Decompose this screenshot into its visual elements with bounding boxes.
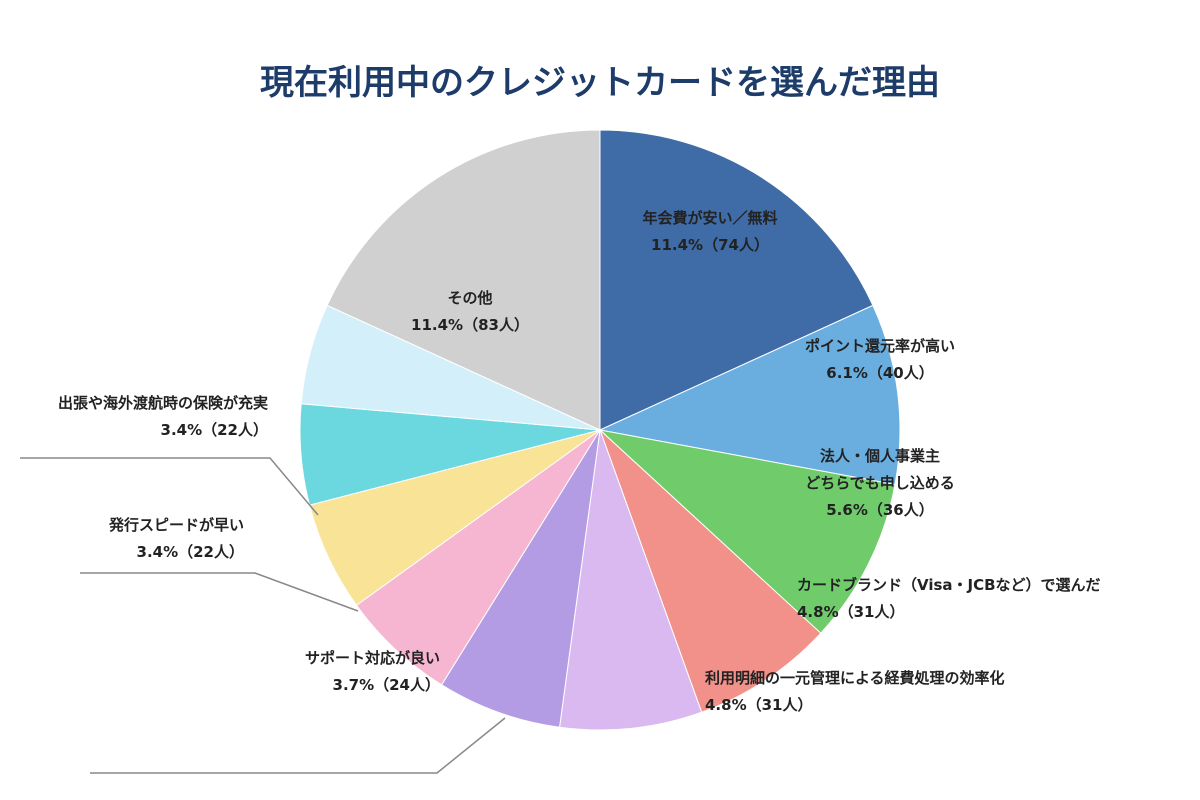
value-label: 3.4%（22人） [136, 543, 244, 561]
pie-slice [599, 129, 874, 431]
pie-slice [355, 429, 601, 686]
chart-title: 現在利用中のクレジットカードを選んだ理由 [260, 63, 940, 103]
pie-slice [598, 304, 901, 486]
pie-slice [599, 429, 822, 713]
leader-line [90, 717, 506, 774]
category-label: 法人・個人事業主 どちらでも申し込める [805, 447, 955, 492]
category-label: 発行スピードが早い [108, 516, 244, 534]
slice-label: 利用明細の一元管理による経費処理の効率化 4.8%（31人） [705, 665, 1005, 719]
leader-line [80, 572, 359, 612]
slice-label: 年会費が安い／無料 11.4%（74人） [642, 205, 777, 259]
leader-line [20, 457, 319, 516]
value-label: 6.1%（40人） [826, 364, 934, 382]
value-label: 5.6%（36人） [826, 501, 934, 519]
slice-label: その他 11.4%（83人） [411, 285, 529, 339]
value-label: 4.8%（31人） [797, 603, 905, 621]
category-label: その他 [447, 289, 493, 307]
slice-label: サポート対応が良い 3.7%（24人） [305, 645, 440, 699]
slice-label: 出張や海外渡航時の保険が充実 3.4%（22人） [58, 390, 268, 444]
value-label: 11.4%（83人） [411, 316, 529, 334]
pie-slice [598, 429, 896, 634]
pie-slice [558, 429, 703, 731]
pie-slice [440, 429, 601, 728]
value-label: 11.4%（74人） [651, 236, 769, 254]
category-label: サポート対応が良い [304, 649, 440, 667]
category-label: 年会費が安い／無料 [642, 209, 778, 227]
slice-label: カードブランド（Visa・JCBなど）で選んだ 4.8%（31人） [797, 572, 1101, 626]
category-label: ポイント還元率が高い [804, 337, 956, 355]
slice-label: ポイント還元率が高い 6.1%（40人） [805, 333, 955, 387]
slice-label: 発行スピードが早い 3.4%（22人） [109, 512, 244, 566]
category-label: 利用明細の一元管理による経費処理の効率化 [705, 669, 1005, 687]
slice-label: 法人・個人事業主 どちらでも申し込める 5.6%（36人） [805, 443, 955, 524]
pie-slice [326, 129, 601, 431]
category-label: カードブランド（Visa・JCBなど）で選んだ [797, 576, 1101, 594]
value-label: 3.4%（22人） [160, 421, 268, 439]
category-label: 出張や海外渡航時の保険が充実 [57, 394, 268, 412]
value-label: 3.7%（24人） [332, 676, 440, 694]
value-label: 4.8%（31人） [705, 696, 813, 714]
